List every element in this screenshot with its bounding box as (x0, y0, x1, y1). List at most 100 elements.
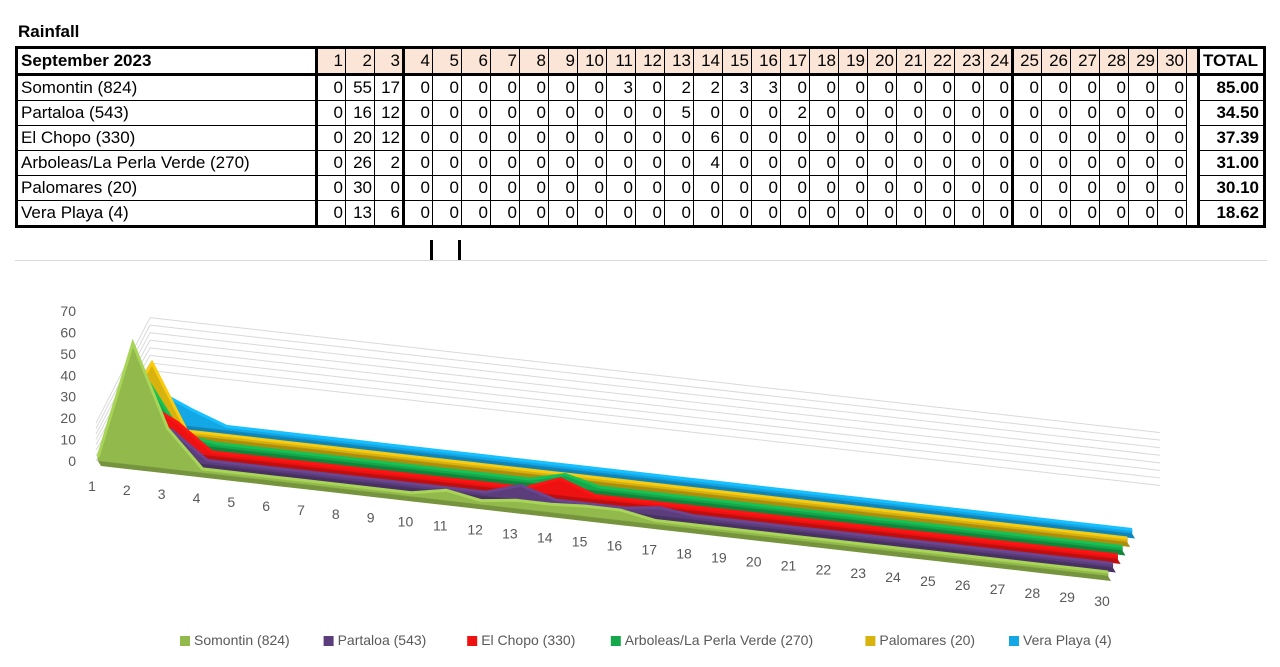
series-top-edge (111, 377, 1123, 548)
rain-value: 0 (1128, 200, 1158, 228)
table-row: Palomares (20) 0 30 0 0 0 0 0 0 0 0 0 0 0 0 0 0 0 0 0 0 0 0 0 0 0… (15, 175, 1266, 201)
x-tick-label: 5 (227, 494, 235, 510)
rain-value: 16 (345, 100, 375, 126)
rain-value: 0 (432, 200, 462, 228)
rain-value: 0 (925, 175, 955, 201)
table-header-row: September 2023 1 2 3 4 5 6 7 8 9 10 11 12 13 14 15 16 17 1… (15, 46, 1266, 76)
rain-value: 0 (809, 125, 839, 151)
rain-value: 0 (606, 125, 636, 151)
rain-value: 0 (461, 175, 491, 201)
rain-value: 0 (954, 125, 984, 151)
row-total: 34.50 (1197, 100, 1266, 126)
rain-value: 0 (519, 100, 549, 126)
rain-value: 0 (577, 175, 607, 201)
rain-value: 0 (1070, 74, 1100, 101)
rain-value: 2 (664, 74, 694, 101)
series-ribbon (98, 461, 1111, 581)
row-total: 30.10 (1197, 175, 1266, 201)
rain-value: 0 (722, 150, 752, 176)
rain-value: 0 (519, 125, 549, 151)
x-tick-label: 24 (885, 569, 901, 585)
series-top-edge (106, 399, 1118, 557)
rain-value: 0 (954, 200, 984, 228)
rain-value: 0 (548, 74, 578, 101)
rain-value: 0 (461, 200, 491, 228)
rain-value: 0 (722, 125, 752, 151)
legend-label: El Chopo (330) (481, 632, 575, 648)
rain-value: 0 (577, 125, 607, 151)
rain-value: 0 (402, 100, 433, 126)
day-header: 13 (664, 46, 694, 76)
rain-value: 0 (1070, 150, 1100, 176)
rain-value: 0 (780, 74, 810, 101)
rain-value: 0 (461, 125, 491, 151)
rain-value: 0 (490, 100, 520, 126)
back-wall-gridline (149, 347, 1161, 464)
day-header: 11 (606, 46, 636, 76)
x-tick-label: 18 (676, 545, 692, 561)
rain-value: 0 (867, 150, 897, 176)
day-header: 17 (780, 46, 810, 76)
back-wall-gridline (149, 362, 1161, 479)
rain-value: 0 (432, 125, 462, 151)
rain-value: 0 (983, 74, 1013, 101)
x-tick-label: 8 (332, 506, 340, 522)
total-header: TOTAL (1197, 46, 1266, 76)
station-name: Partaloa (543) (15, 100, 318, 126)
day-header: 12 (635, 46, 665, 76)
series-top-edge (115, 359, 1128, 540)
column-gap (1186, 125, 1199, 151)
rain-value: 0 (461, 74, 491, 101)
y-tick-label: 50 (60, 346, 76, 362)
rain-value: 0 (751, 100, 781, 126)
table-row: Vera Playa (4) 0 13 6 0 0 0 0 0 0 0 0 0 0 0 0 0 0 0 0 0 0 0 0 0 0… (15, 200, 1266, 228)
rain-value: 0 (780, 200, 810, 228)
back-wall-gridline (149, 332, 1161, 449)
rain-value: 2 (693, 74, 723, 101)
chart-container: 0 10 20 30 40 50 60 70 1 2 3 4 5 6 7 8 9 10 11 12 13 14 15 16 17… (15, 260, 1267, 661)
rain-value: 3 (606, 74, 636, 101)
rain-value: 0 (1041, 150, 1071, 176)
row-total: 31.00 (1197, 150, 1266, 176)
table-stub-line (430, 240, 433, 260)
x-tick-label: 21 (781, 557, 797, 573)
x-tick-label: 19 (711, 549, 727, 565)
rainfall-table: September 2023 1 2 3 4 5 6 7 8 9 10 11 12 13 14 15 16 17 1… (15, 46, 1266, 228)
rain-value: 0 (577, 100, 607, 126)
rain-value: 0 (548, 200, 578, 228)
rain-value: 6 (693, 125, 723, 151)
rain-value: 0 (1099, 74, 1129, 101)
x-tick-label: 10 (398, 514, 414, 530)
rain-value: 0 (925, 200, 955, 228)
y-tick-label: 40 (60, 367, 76, 383)
rain-value: 0 (983, 125, 1013, 151)
rain-value: 2 (374, 150, 404, 176)
rain-value: 0 (490, 150, 520, 176)
day-header: 8 (519, 46, 549, 76)
series-5 (121, 388, 1135, 539)
rain-value: 0 (635, 100, 665, 126)
rain-value: 0 (635, 200, 665, 228)
rain-value: 0 (635, 175, 665, 201)
month-header: September 2023 (15, 46, 318, 76)
column-gap (1186, 175, 1199, 201)
series-0 (96, 338, 1111, 581)
station-name: Arboleas/La Perla Verde (270) (15, 150, 318, 176)
rain-value: 0 (925, 150, 955, 176)
rain-value: 0 (490, 175, 520, 201)
x-tick-label: 15 (572, 534, 588, 550)
rain-value: 0 (1157, 200, 1187, 228)
legend-swatch (1009, 636, 1019, 646)
rain-value: 0 (432, 74, 462, 101)
column-gap (1186, 150, 1199, 176)
series-top-edge (121, 388, 1133, 531)
rain-value: 0 (809, 175, 839, 201)
station-name: Somontin (824) (15, 74, 318, 101)
rain-value: 0 (809, 74, 839, 101)
rain-value: 0 (896, 125, 926, 151)
rain-value: 0 (809, 100, 839, 126)
rain-value: 0 (577, 150, 607, 176)
rain-value: 0 (1099, 100, 1129, 126)
column-gap (1186, 100, 1199, 126)
rain-value: 0 (954, 100, 984, 126)
